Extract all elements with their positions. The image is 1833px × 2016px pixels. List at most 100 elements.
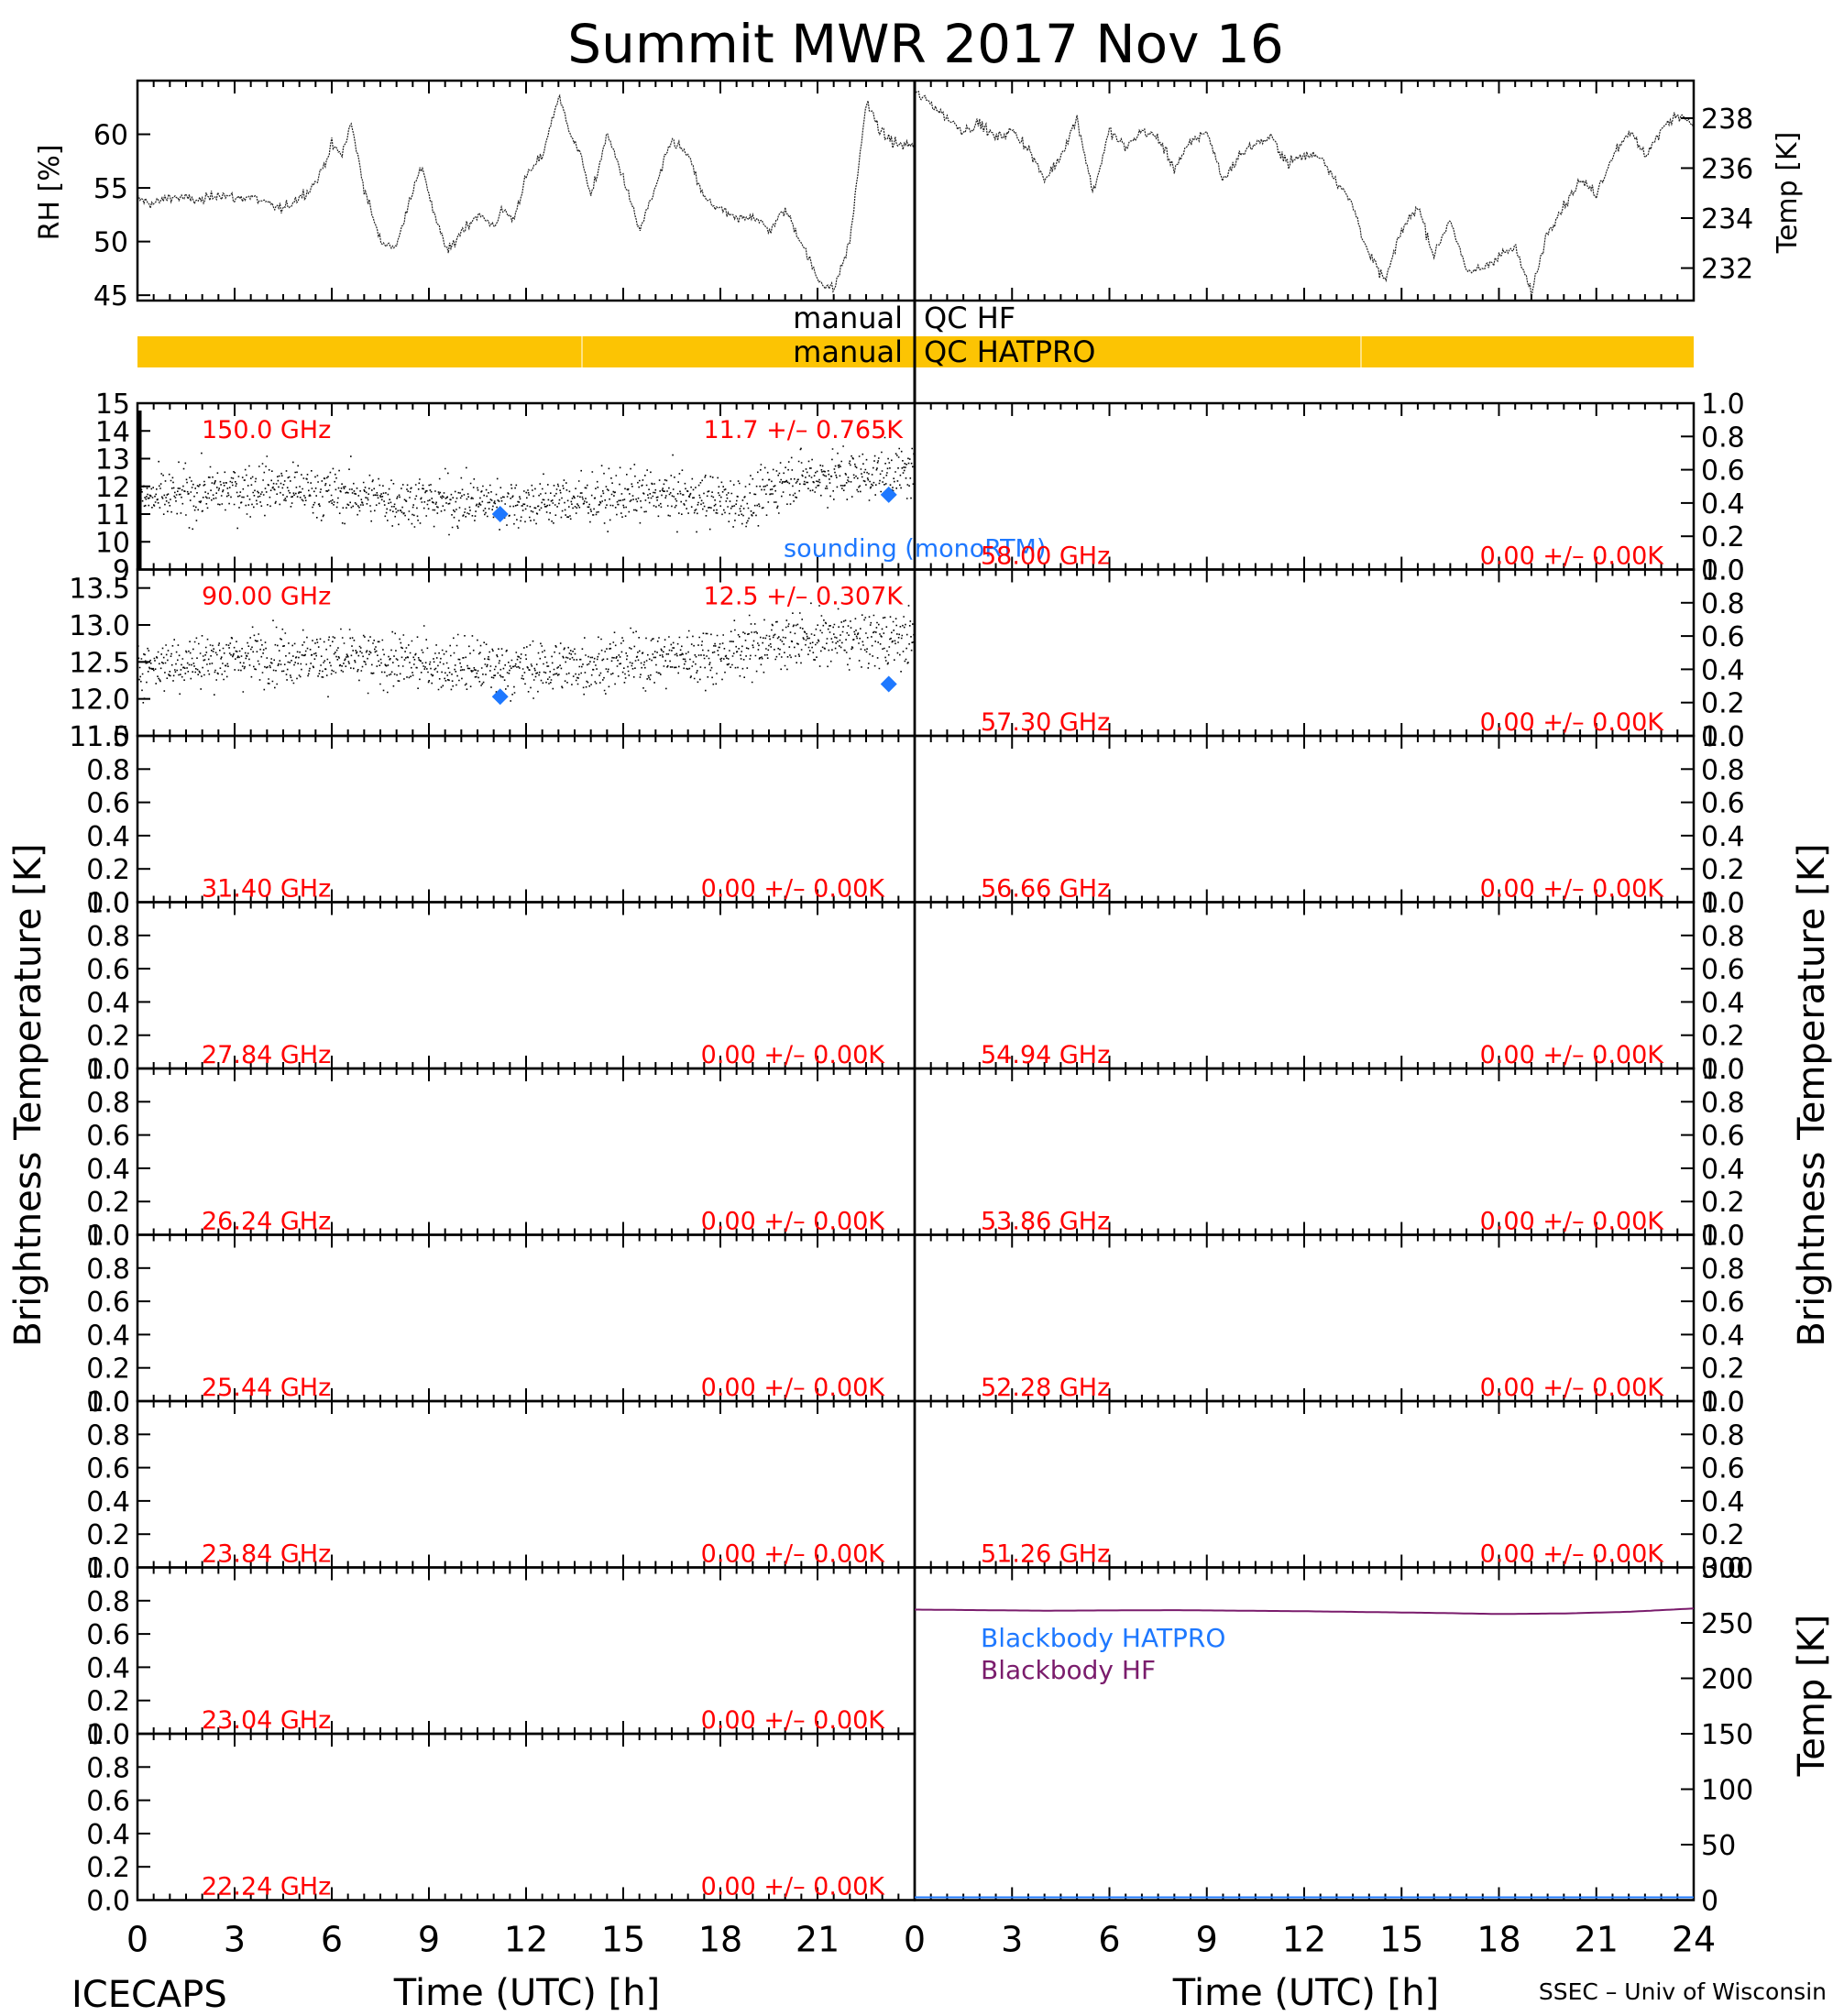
x-tick-label-right: 9 (1196, 1920, 1218, 1960)
y-tick-label: 1.0 (1701, 389, 1745, 421)
y-tick-label: 0.4 (86, 987, 130, 1019)
y-tick-label: 0 (1701, 1886, 1718, 1918)
time-axis-labels: 0 3 6 9 12 15 18 21 0 3 6 9 12 15 18 21 24 (126, 1920, 1716, 1960)
y-tick-label: 0.0 (1701, 721, 1745, 753)
y-tick-label: 0.0 (86, 1886, 130, 1918)
x-tick-label-right: 6 (1098, 1920, 1120, 1960)
x-tick-label-left: 9 (418, 1920, 440, 1960)
channel-panel-left-4: 0.00.20.40.60.81.026.24 GHz 0.00 +/– 0.00… (86, 1054, 916, 1253)
y-tick-label: 0.8 (1701, 1087, 1745, 1119)
channel-panel-left-1: 11.5 12.0 12.5 13.0 13.5 90.00 GHz 12.5 +/– 0.… (69, 568, 916, 753)
freq-label: 27.84 GHz (202, 1041, 331, 1069)
blackbody-ylabel: Temp [K] (1791, 1615, 1833, 1778)
stat-label: 12.5 +/– 0.307K (703, 583, 904, 611)
x-tick-label-left: 15 (601, 1920, 645, 1960)
channel-panel-left-8: 0.00.20.40.60.81.022.24 GHz 0.00 +/– 0.00… (86, 1719, 916, 1918)
y-tick-label: 0.0 (86, 1386, 130, 1419)
y-tick-label: 0.4 (1701, 654, 1745, 686)
y-tick-label: 0.0 (1701, 1386, 1745, 1419)
y-tick-label: 11 (95, 499, 130, 531)
qc-bars: manual QC HF manual QC HATPRO (137, 81, 1694, 403)
y-tick-label: 0.4 (1701, 488, 1745, 520)
y-tick-label: 0.0 (86, 1553, 130, 1585)
y-tick-label: 0.8 (1701, 921, 1745, 953)
y-tick-label: 1.0 (86, 1719, 130, 1751)
y-tick-label: 1.0 (86, 1386, 130, 1419)
rh-tick-label: 60 (93, 120, 128, 152)
channel-panel-right-6: 0.00.20.40.60.81.051.26 GHz 0.00 +/– 0.00… (913, 1386, 1745, 1585)
y-tick-label: 0.6 (86, 1453, 130, 1485)
stat-label: 0.00 +/– 0.00K (1480, 542, 1665, 571)
footer-icecaps: ICECAPS (71, 1974, 227, 2016)
y-tick-label: 0.8 (86, 1254, 130, 1286)
y-tick-label: 0.2 (86, 854, 130, 886)
x-tick-label-left: 0 (126, 1920, 148, 1960)
bt-ylabel-left: Brightness Temperature [K] (7, 843, 49, 1346)
y-tick-label: 0.8 (86, 1752, 130, 1784)
y-tick-label: 0.0 (1701, 1553, 1745, 1585)
y-tick-label: 0.8 (1701, 588, 1745, 620)
rh-tick-label: 50 (93, 227, 128, 259)
y-tick-label: 1.0 (86, 888, 130, 920)
legend-blackbody-hf: Blackbody HF (981, 1655, 1156, 1685)
temp-series-line (914, 90, 1695, 300)
y-tick-label: 0.4 (1701, 1154, 1745, 1186)
y-tick-label: 0.6 (86, 954, 130, 986)
sounding-point (491, 506, 509, 522)
y-tick-label: 200 (1701, 1664, 1753, 1696)
freq-label: 57.30 GHz (981, 708, 1110, 737)
y-tick-label: 0.8 (86, 754, 130, 786)
y-tick-label: 1.0 (1701, 1386, 1745, 1419)
y-tick-label: 0.2 (86, 1021, 130, 1053)
y-tick-label: 1.0 (86, 1553, 130, 1585)
rh-tick-label: 45 (93, 280, 128, 312)
y-tick-label: 12.5 (69, 647, 130, 679)
y-tick-label: 0.6 (1701, 455, 1745, 488)
freq-label: 23.84 GHz (202, 1540, 331, 1569)
temp-tick-label: 236 (1701, 153, 1753, 185)
x-tick-label-left: 3 (224, 1920, 246, 1960)
qc-hf-label-left: manual (793, 301, 903, 335)
stat-label: 0.00 +/– 0.00K (701, 1873, 886, 1901)
y-tick-label: 0.4 (86, 821, 130, 853)
y-tick-label: 0.6 (86, 1121, 130, 1153)
x-tick-label-right: 3 (1001, 1920, 1023, 1960)
y-tick-label: 0.2 (86, 1519, 130, 1551)
y-tick-label: 0.4 (86, 1320, 130, 1352)
y-tick-label: 0.2 (1701, 1187, 1745, 1219)
x-tick-label-left: 6 (321, 1920, 343, 1960)
channel-panel-right-5: 0.00.20.40.60.81.052.28 GHz 0.00 +/– 0.00… (913, 1221, 1745, 1419)
y-tick-label: 0.6 (1701, 788, 1745, 820)
y-tick-label: 250 (1701, 1608, 1753, 1640)
freq-label: 51.26 GHz (981, 1540, 1110, 1569)
freq-label: 90.00 GHz (202, 583, 331, 611)
y-tick-label: 1.0 (1701, 555, 1745, 587)
y-tick-label: 0.8 (1701, 422, 1745, 454)
rh-series-line (137, 93, 916, 294)
channel-panel-left-5: 0.00.20.40.60.81.025.44 GHz 0.00 +/– 0.00… (86, 1221, 916, 1419)
channel-panel-right-0: 0.00.20.40.60.81.058.00 GHz 0.00 +/– 0.00… (913, 389, 1745, 587)
freq-label: 56.66 GHz (981, 875, 1110, 904)
y-tick-label: 12 (95, 472, 130, 504)
y-tick-label: 0.2 (1701, 1519, 1745, 1551)
y-tick-label: 0.0 (86, 1054, 130, 1086)
tb-series-points (137, 602, 916, 704)
temp-tick-label: 234 (1701, 203, 1753, 236)
y-tick-label: 0.4 (1701, 1320, 1745, 1352)
stat-label: 0.00 +/– 0.00K (701, 1208, 886, 1236)
x-tick-label-right: 24 (1672, 1920, 1716, 1960)
rh-tick-label: 55 (93, 173, 128, 205)
stat-label: 0.00 +/– 0.00K (701, 1540, 886, 1569)
sounding-point (880, 675, 897, 693)
x-tick-label-right: 0 (904, 1920, 926, 1960)
y-tick-label: 0.2 (1701, 1353, 1745, 1386)
y-tick-label: 11.5 (69, 721, 130, 753)
y-tick-label: 1.0 (86, 1221, 130, 1253)
x-tick-label-right: 15 (1379, 1920, 1423, 1960)
temp-ylabel: Temp [K] (1772, 132, 1804, 255)
x-tick-label-right: 12 (1282, 1920, 1326, 1960)
x-tick-label-left: 18 (698, 1920, 742, 1960)
